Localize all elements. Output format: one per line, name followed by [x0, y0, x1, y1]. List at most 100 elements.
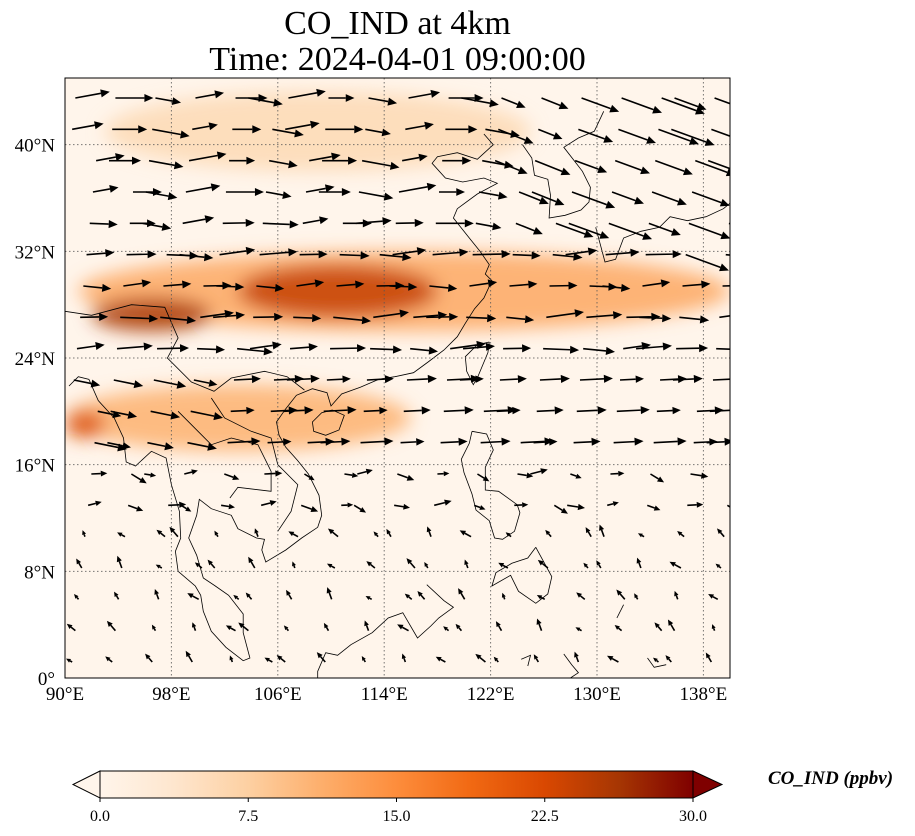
wind-vector [180, 504, 192, 512]
wind-vector [455, 623, 463, 632]
wind-vector [438, 188, 465, 196]
wind-vector [578, 128, 614, 143]
wind-vector [326, 587, 333, 600]
wind-vector [619, 375, 644, 383]
wind-vector [264, 470, 283, 477]
wind-vector [711, 624, 716, 631]
wind-vector [571, 191, 616, 209]
wind-vector [207, 559, 216, 569]
wind-vector [719, 315, 730, 319]
wind-vector [227, 437, 261, 446]
wind-vector [148, 159, 184, 170]
wind-vector [73, 594, 80, 600]
wind-vector [82, 530, 87, 537]
wind-vector [679, 315, 710, 324]
wind-vector [472, 250, 511, 259]
wind-vector [187, 441, 217, 451]
wind-vector [150, 410, 181, 420]
wind-vector [688, 222, 730, 240]
wind-vector [437, 471, 450, 477]
coastline-2 [464, 341, 490, 386]
wind-vector [636, 342, 672, 351]
wind-vector [459, 375, 484, 383]
wind-vector [646, 504, 661, 511]
wind-vector [115, 93, 154, 103]
wind-vector [534, 159, 571, 176]
wind-vector [459, 530, 472, 538]
wind-vector [695, 159, 730, 177]
wind-vector [480, 437, 511, 446]
wind-vector [543, 345, 580, 354]
wind-vector [610, 470, 625, 477]
wind-vector [714, 97, 730, 105]
lon-tick-label: 122°E [467, 684, 515, 705]
wind-vector [473, 504, 486, 510]
wind-vector [113, 379, 144, 389]
coastline-8 [65, 304, 305, 392]
wind-vector [616, 406, 650, 415]
wind-vector [613, 437, 644, 446]
wind-vector [555, 222, 594, 238]
wind-vector [406, 374, 437, 383]
wind-vector [237, 347, 273, 356]
wind-vector [229, 655, 234, 663]
wind-vector [360, 437, 394, 446]
wind-vector [339, 251, 370, 260]
wind-vector [536, 406, 564, 415]
wind-vector [373, 309, 409, 319]
wind-vector [654, 622, 663, 632]
wind-vector [546, 309, 584, 319]
wind-vector [574, 159, 608, 174]
wind-vector [690, 472, 709, 479]
coastline-0 [68, 133, 499, 662]
wind-vector [299, 250, 328, 259]
wind-vector [190, 410, 224, 421]
wind-vector [475, 653, 486, 663]
wind-vector [326, 375, 351, 383]
wind-vector [674, 97, 707, 111]
wind-vector [499, 375, 527, 384]
wind-vector [621, 97, 663, 114]
wind-vector [191, 622, 197, 631]
wind-vector [289, 343, 318, 352]
wind-vector [397, 473, 415, 481]
wind-vector [466, 314, 497, 323]
wind-vector [477, 473, 490, 482]
wind-vector [264, 657, 273, 663]
wind-vector [583, 346, 616, 355]
wind-vector [716, 347, 730, 351]
wind-vector [458, 588, 466, 600]
wind-vector [323, 622, 330, 632]
wind-vector [216, 282, 245, 291]
wind-vector [344, 472, 359, 478]
wind-vector [426, 312, 459, 321]
wind-vector [229, 156, 256, 165]
wind-vector [373, 531, 379, 538]
wind-vector [653, 437, 687, 446]
wind-vector [545, 529, 552, 538]
wind-vector [232, 125, 262, 134]
wind-vector [581, 97, 620, 113]
wind-vector [493, 656, 499, 663]
coastline-13 [563, 653, 579, 678]
wind-vector [665, 655, 672, 663]
wind-vector [221, 503, 235, 510]
wind-vector [248, 556, 256, 569]
wind-vector [443, 626, 450, 632]
wind-vector [538, 128, 563, 140]
wind-vector [408, 89, 441, 99]
wind-vector [658, 128, 699, 145]
wind-vector [123, 279, 152, 288]
wind-vector [715, 563, 722, 569]
wind-vector [599, 524, 605, 537]
wind-vector [501, 592, 506, 600]
wind-vector [410, 346, 439, 355]
wind-vector [616, 589, 626, 600]
wind-vector [570, 473, 582, 479]
wind-vector [536, 618, 543, 631]
wind-vector [276, 655, 286, 663]
wind-vector [469, 279, 498, 288]
wind-vector [265, 191, 292, 199]
map-background [65, 78, 730, 678]
wind-vector [357, 468, 373, 475]
